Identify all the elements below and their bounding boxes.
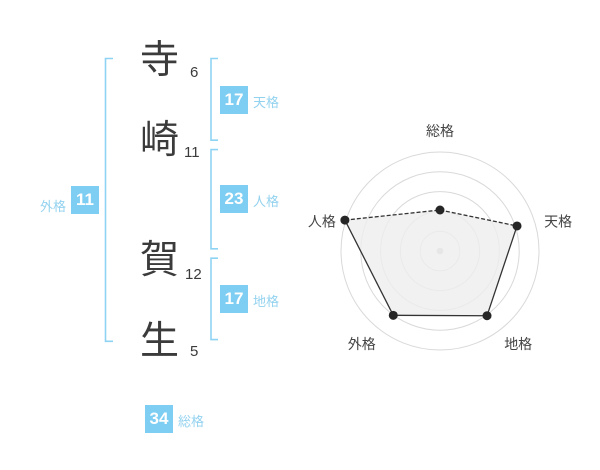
svg-text:地格: 地格: [504, 334, 532, 354]
svg-text:天格: 天格: [544, 211, 572, 231]
svg-text:総格: 総格: [426, 121, 454, 141]
svg-text:外格: 外格: [348, 334, 376, 354]
svg-text:人格: 人格: [308, 211, 336, 231]
